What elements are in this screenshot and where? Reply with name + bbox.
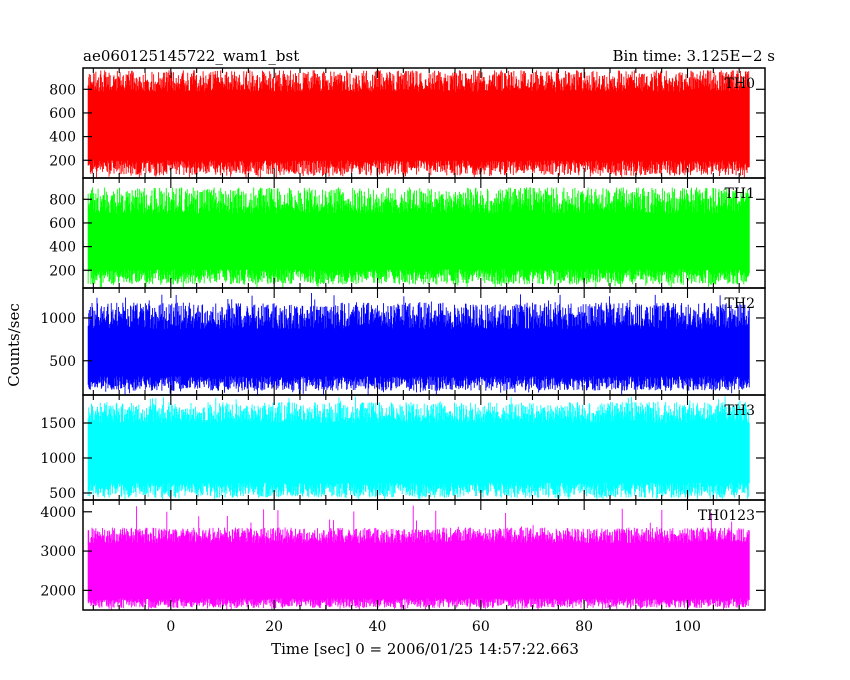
panel-th2: 500 1000 TH2 <box>40 287 766 396</box>
panel-th0: 200 400 600 800 TH0 <box>49 67 766 179</box>
x-tick-label: 0 <box>166 619 175 635</box>
x-tick-label: 100 <box>674 619 701 635</box>
y-tick-label: 4000 <box>40 505 76 521</box>
x-tick-label: 40 <box>369 619 387 635</box>
panel-label-th2: TH2 <box>725 296 755 312</box>
y-tick-label: 200 <box>49 153 76 169</box>
y-tick-label: 500 <box>49 354 76 370</box>
y-tick-label: 1000 <box>40 311 76 327</box>
panel-label-th0123: TH0123 <box>698 508 755 524</box>
y-axis-label: Counts/sec <box>5 303 23 387</box>
panel-th0123: 2000 3000 4000 TH0123 <box>40 499 766 611</box>
y-tick-label: 1500 <box>40 416 76 432</box>
chart-title-right: Bin time: 3.125E−2 s <box>613 47 775 65</box>
y-tick-label: 800 <box>49 192 76 208</box>
y-tick-label: 600 <box>49 106 76 122</box>
panel-label-th1: TH1 <box>725 186 755 202</box>
y-tick-label: 400 <box>49 130 76 146</box>
series-line-th0123 <box>87 505 750 610</box>
series-line-th1 <box>87 187 750 288</box>
panel-th3: 500 1000 1500 TH3 <box>40 394 766 502</box>
panel-frame <box>82 499 766 611</box>
y-tick-label: 600 <box>49 216 76 232</box>
chart-title-left: ae060125145722_wam1_bst <box>83 47 299 65</box>
series-line-th2 <box>87 293 750 395</box>
y-tick-label: 400 <box>49 240 76 256</box>
x-tick-label: 80 <box>575 619 593 635</box>
panel-label-th0: TH0 <box>725 76 755 92</box>
y-tick-label: 3000 <box>40 544 76 560</box>
y-tick-label: 800 <box>49 82 76 98</box>
panel-th1: 200 400 600 800 TH1 <box>49 177 766 289</box>
series-line-th0 <box>87 70 750 178</box>
panel-label-th3: TH3 <box>725 403 755 419</box>
series-line-th3 <box>87 396 750 500</box>
y-tick-label: 1000 <box>40 451 76 467</box>
y-tick-label: 200 <box>49 263 76 279</box>
y-tick-label: 2000 <box>40 583 76 599</box>
x-tick-label: 20 <box>265 619 283 635</box>
y-tick-label: 500 <box>49 486 76 502</box>
x-tick-label: 60 <box>472 619 490 635</box>
x-axis-label: Time [sec] 0 = 2006/01/25 14:57:22.663 <box>271 640 579 658</box>
